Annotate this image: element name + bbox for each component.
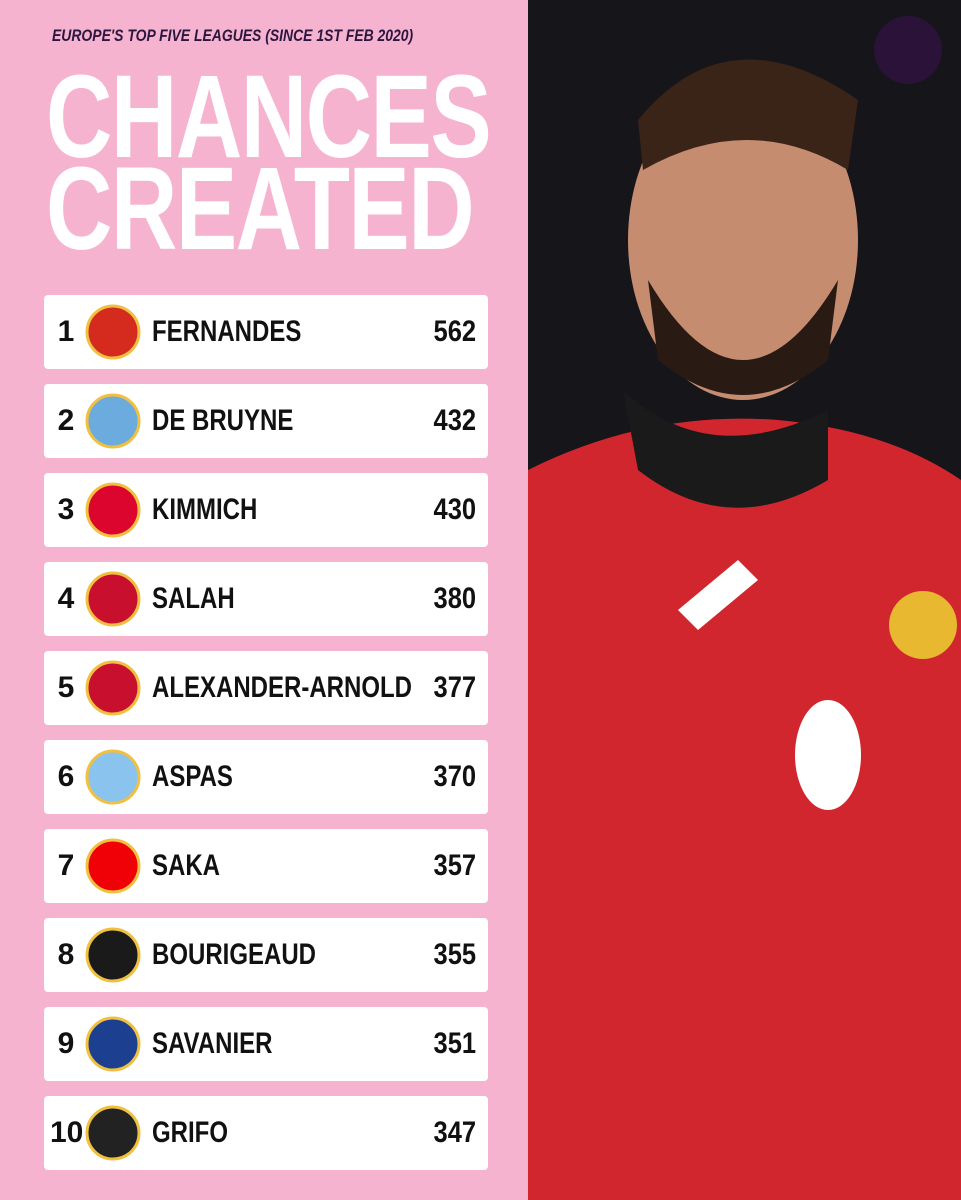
player-name: GRIFO	[152, 1116, 228, 1149]
sponsor-logo	[795, 700, 861, 810]
chances-value: 347	[433, 1116, 476, 1149]
player-name: ALEXANDER-ARNOLD	[152, 671, 412, 704]
chances-value: 370	[433, 760, 476, 793]
club-logo	[84, 481, 142, 539]
player-photo	[528, 0, 961, 1200]
rank: 1	[57, 315, 75, 348]
chances-value: 562	[433, 315, 476, 348]
club-logo	[84, 1015, 142, 1073]
crest	[889, 591, 957, 659]
title-line: CHANCES	[46, 51, 492, 183]
chances-value: 355	[433, 938, 476, 971]
table-row: 10 GRIFO 347	[44, 1096, 488, 1170]
table-row: 3 KIMMICH 430	[44, 473, 488, 547]
rank: 5	[57, 671, 75, 704]
brand-logo	[874, 16, 942, 84]
club-logo	[84, 837, 142, 895]
table-row: 5 ALEXANDER-ARNOLD 377	[44, 651, 488, 725]
rank: 7	[57, 849, 75, 882]
table-row: 2 DE BRUYNE 432	[44, 384, 488, 458]
chances-value: 432	[433, 404, 476, 437]
rank: 6	[57, 760, 75, 793]
chances-value: 351	[433, 1027, 476, 1060]
player-name: SALAH	[152, 582, 235, 615]
club-logo	[84, 392, 142, 450]
club-logo	[84, 748, 142, 806]
beard	[648, 280, 838, 395]
title-line: CREATED	[46, 143, 475, 275]
chances-value: 430	[433, 493, 476, 526]
player-name: ASPAS	[152, 760, 233, 793]
table-row: 6 ASPAS 370	[44, 740, 488, 814]
club-logo	[84, 303, 142, 361]
club-logo	[84, 659, 142, 717]
player-name: FERNANDES	[152, 315, 302, 348]
table-row: 4 SALAH 380	[44, 562, 488, 636]
table-row: 1 FERNANDES 562	[44, 295, 488, 369]
player-name: SAKA	[152, 849, 221, 882]
rank: 2	[57, 404, 75, 437]
rank: 9	[57, 1027, 75, 1060]
club-logo	[84, 570, 142, 628]
rank: 4	[57, 582, 75, 615]
player-name: DE BRUYNE	[152, 404, 294, 437]
chances-value: 377	[433, 671, 476, 704]
player-name: SAVANIER	[152, 1027, 273, 1060]
rank: 8	[57, 938, 75, 971]
chances-value: 380	[433, 582, 476, 615]
chances-value: 357	[433, 849, 476, 882]
club-logo	[84, 1104, 142, 1162]
player-name: KIMMICH	[152, 493, 258, 526]
table-row: 9 SAVANIER 351	[44, 1007, 488, 1081]
club-logo	[84, 926, 142, 984]
rank: 10	[50, 1116, 84, 1149]
collar	[623, 390, 828, 508]
table-row: 8 BOURIGEAUD 355	[44, 918, 488, 992]
subtitle: EUROPE'S TOP FIVE LEAGUES (SINCE 1ST FEB…	[52, 26, 414, 45]
hair	[638, 59, 858, 170]
rank: 3	[57, 493, 75, 526]
face	[628, 80, 858, 400]
shirt	[528, 418, 961, 1200]
table-row: 7 SAKA 357	[44, 829, 488, 903]
player-name: BOURIGEAUD	[152, 938, 317, 971]
stripes	[678, 560, 758, 630]
